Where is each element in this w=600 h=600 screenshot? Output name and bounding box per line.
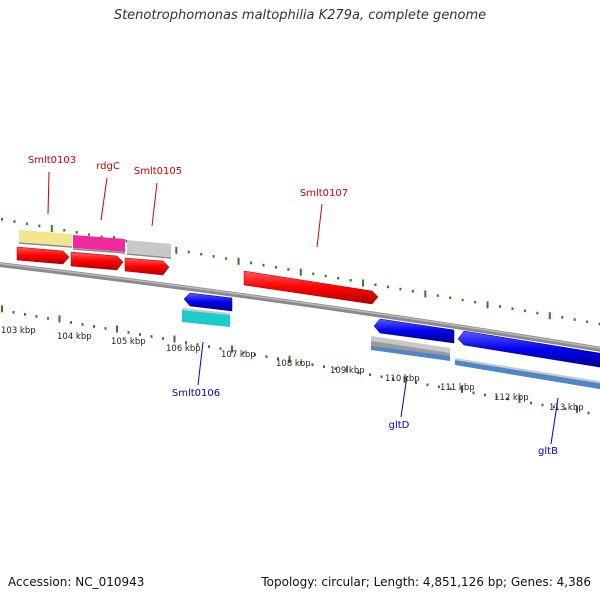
leader-line (151, 182, 158, 227)
gene-label: rdgC (96, 161, 120, 172)
leader-line (550, 397, 559, 445)
gene-label: Smlt0106 (172, 388, 220, 399)
rdgC-cds (70, 251, 124, 271)
gltB-cds (457, 330, 600, 368)
ruler-ticks-outer (1, 218, 600, 326)
scale-label: 107 kbp (221, 350, 256, 360)
gltB-feature (455, 360, 600, 390)
gene-label: gltD (389, 420, 410, 431)
scale-label: 103 kbp (1, 326, 36, 336)
genome-summary-text: Topology: circular; Length: 4,851,126 bp… (261, 575, 591, 589)
scale-label: 111 kbp (440, 383, 475, 393)
leader-line (100, 177, 108, 221)
gltD-feature-grey (371, 336, 450, 353)
ruler-ticks-inner (1, 305, 590, 415)
scale-label: 109 kbp (330, 366, 365, 376)
Smlt0106-cds (183, 292, 233, 312)
gltD-cds (373, 318, 455, 344)
accession-text: Accession: NC_010943 (8, 575, 145, 589)
leader-line (316, 203, 323, 248)
backbone-line (0, 262, 600, 352)
scale-label: 110 kbp (385, 374, 420, 384)
label-leader-lines (47, 171, 559, 445)
Smlt0107-cds (243, 270, 379, 305)
scale-label: 113 kbp (549, 403, 584, 413)
Smlt0106-feature-highlight (181, 308, 231, 315)
leader-line (197, 341, 204, 386)
scale-label: 112 kbp (494, 393, 529, 403)
gltD-feature-grey-shadow (371, 341, 450, 356)
scale-label: 106 kbp (166, 344, 201, 354)
gene-label: Smlt0107 (300, 188, 348, 199)
gene-label: Smlt0103 (28, 155, 76, 166)
rdgC-feature (73, 235, 125, 252)
gene-label: gltB (538, 446, 558, 457)
ruler-labels: 103 kbp 104 kbp 105 kbp 106 kbp 107 kbp 108 k… (1, 326, 584, 413)
Smlt0103-feature-shadow (18, 242, 73, 248)
scale-label: 105 kbp (111, 337, 146, 347)
gene-labels: Smlt0103 rdgC Smlt0105 Smlt0107 Smlt0106 gltD… (28, 155, 558, 457)
map-title: Stenotrophomonas maltophilia K279a, comp… (113, 8, 487, 23)
gene-label: Smlt0105 (134, 166, 182, 177)
Smlt0106-feature (182, 310, 230, 327)
Smlt0105-feature-shadow (126, 253, 172, 259)
Smlt0103-cds (16, 246, 70, 265)
rdgC-feature-shadow (72, 248, 126, 254)
leader-line (47, 171, 50, 215)
gltB-feature-highlight (454, 358, 600, 384)
Smlt0105-cds (124, 257, 170, 276)
Smlt0105-feature (127, 240, 171, 257)
genome-backbone (0, 262, 600, 352)
backbone-highlight (0, 262, 600, 349)
scale-label: 108 kbp (276, 359, 311, 369)
Smlt0103-feature (19, 230, 72, 246)
leader-line (400, 375, 408, 418)
scale-label: 104 kbp (57, 332, 92, 342)
feature-glyphs (16, 230, 600, 390)
